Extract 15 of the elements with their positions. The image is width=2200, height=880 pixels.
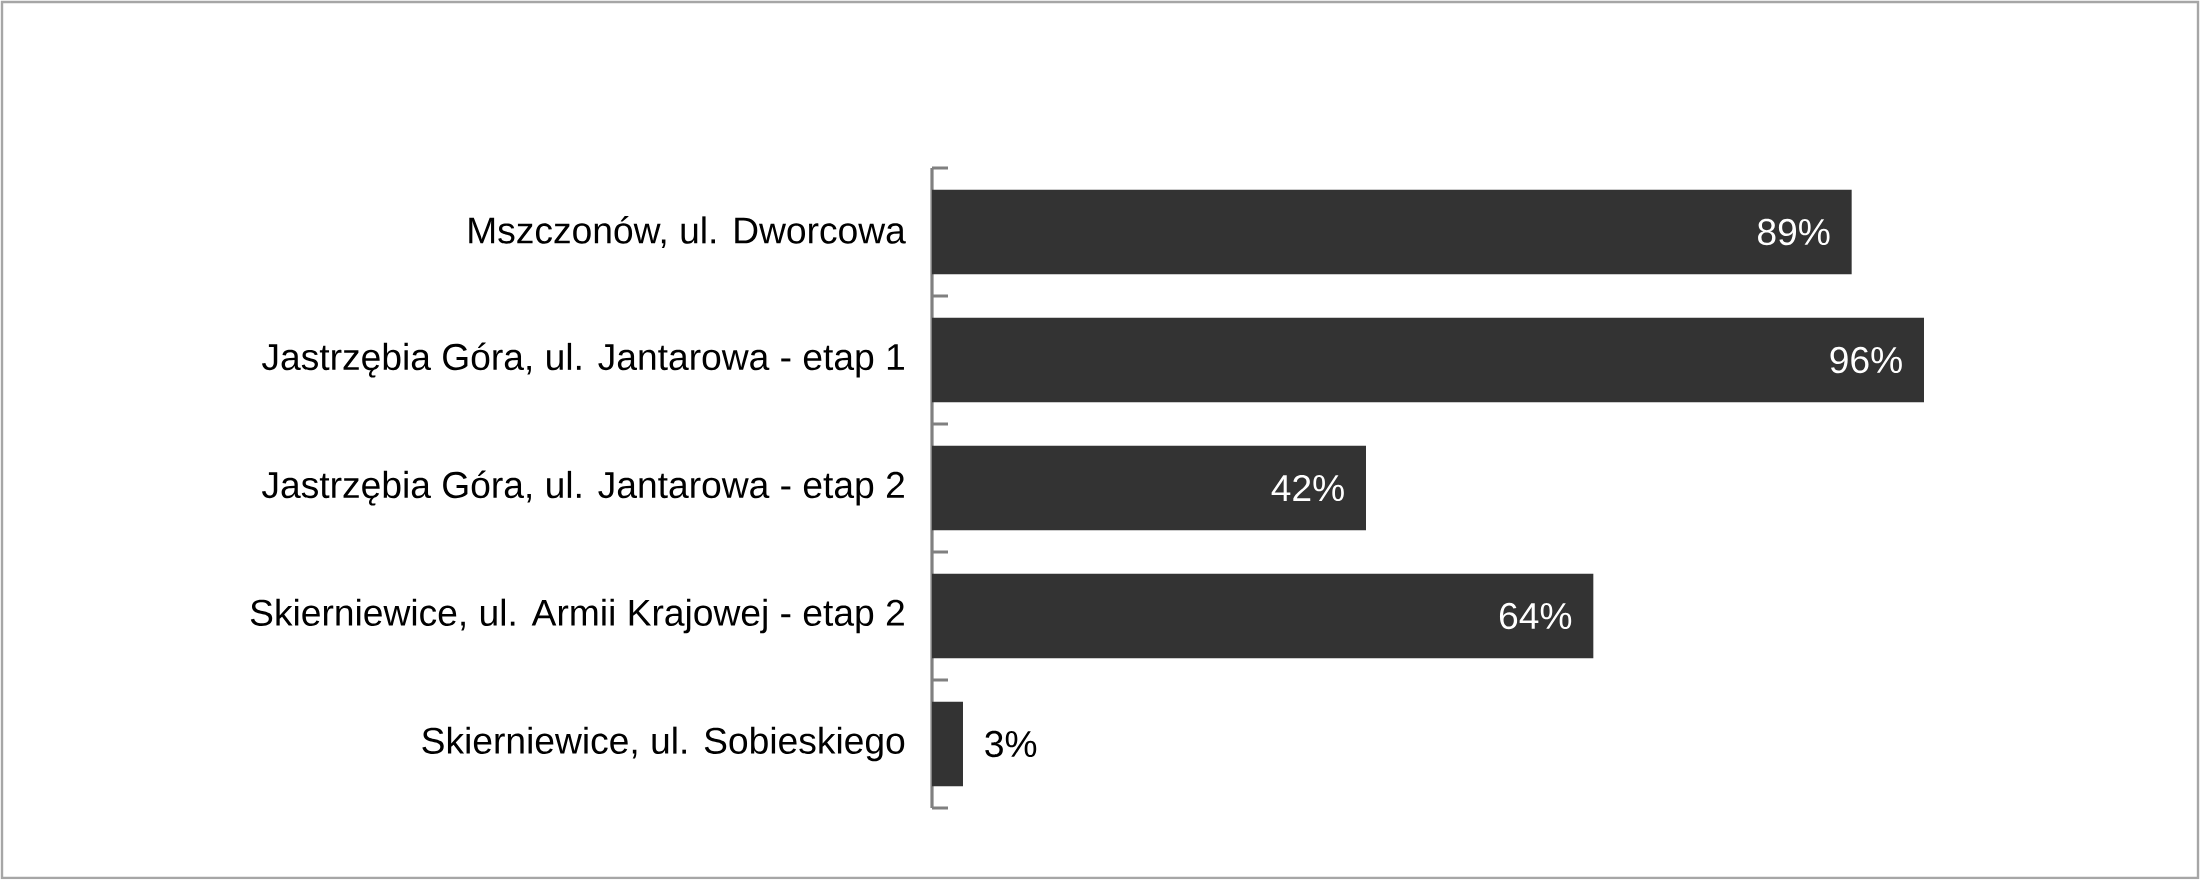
bar (932, 317, 1924, 403)
data-label: 96% (1830, 346, 1902, 374)
y-tick-label: Mszczonów, ul. Dworcowa (469, 215, 906, 249)
data-label: 42% (1271, 474, 1344, 502)
bar (932, 189, 1852, 275)
y-tick-label: Jastrzębia Góra, ul. Jantarowa - etap 2 (261, 470, 904, 506)
y-tick-label: Jastrzębia Góra, ul. Jantarowa - etap 1 (261, 342, 904, 378)
bar (932, 445, 1366, 531)
bar (932, 701, 963, 787)
data-label: 89% (1758, 218, 1830, 246)
y-tick-label: Skierniewice, ul. Sobieskiego (422, 726, 905, 762)
y-tick-label: Skierniewice, ul. Armii Krajowej - etap 2 (250, 598, 904, 634)
data-label: 3% (985, 730, 1037, 758)
data-label: 64% (1499, 602, 1572, 630)
bar (932, 573, 1594, 659)
